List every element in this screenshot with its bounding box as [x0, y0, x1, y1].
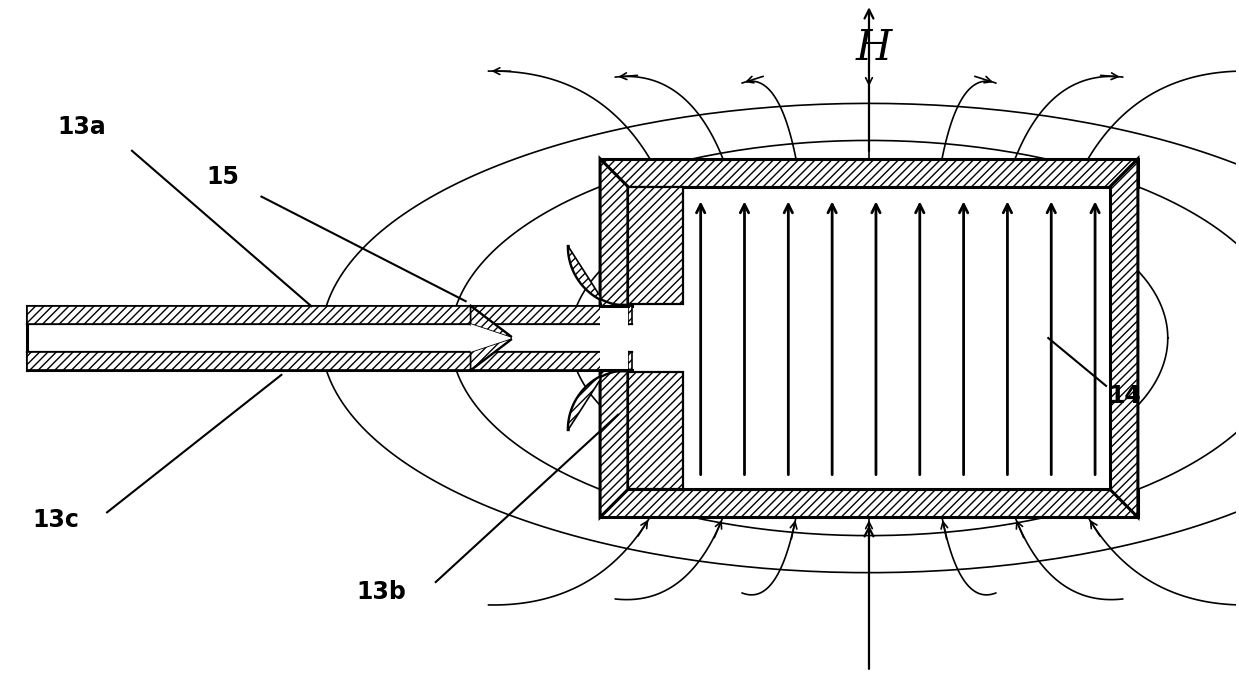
Polygon shape — [471, 324, 510, 352]
Polygon shape — [471, 338, 510, 370]
Text: H: H — [856, 28, 892, 69]
Polygon shape — [27, 324, 632, 352]
Text: 15: 15 — [207, 164, 239, 189]
Polygon shape — [471, 306, 510, 337]
Polygon shape — [600, 371, 628, 517]
Text: 13c: 13c — [32, 508, 79, 533]
Polygon shape — [27, 306, 632, 324]
Polygon shape — [600, 306, 628, 370]
Polygon shape — [600, 159, 1137, 186]
Polygon shape — [600, 159, 628, 305]
Polygon shape — [569, 352, 628, 429]
Text: 13b: 13b — [356, 580, 406, 604]
Text: 13a: 13a — [57, 115, 107, 139]
Polygon shape — [628, 372, 683, 489]
Polygon shape — [1110, 159, 1137, 517]
Polygon shape — [569, 246, 628, 324]
Polygon shape — [628, 186, 683, 304]
Polygon shape — [27, 352, 632, 370]
Polygon shape — [600, 489, 1137, 517]
Polygon shape — [628, 186, 1110, 489]
Text: 14: 14 — [1108, 384, 1141, 408]
Polygon shape — [600, 306, 628, 370]
